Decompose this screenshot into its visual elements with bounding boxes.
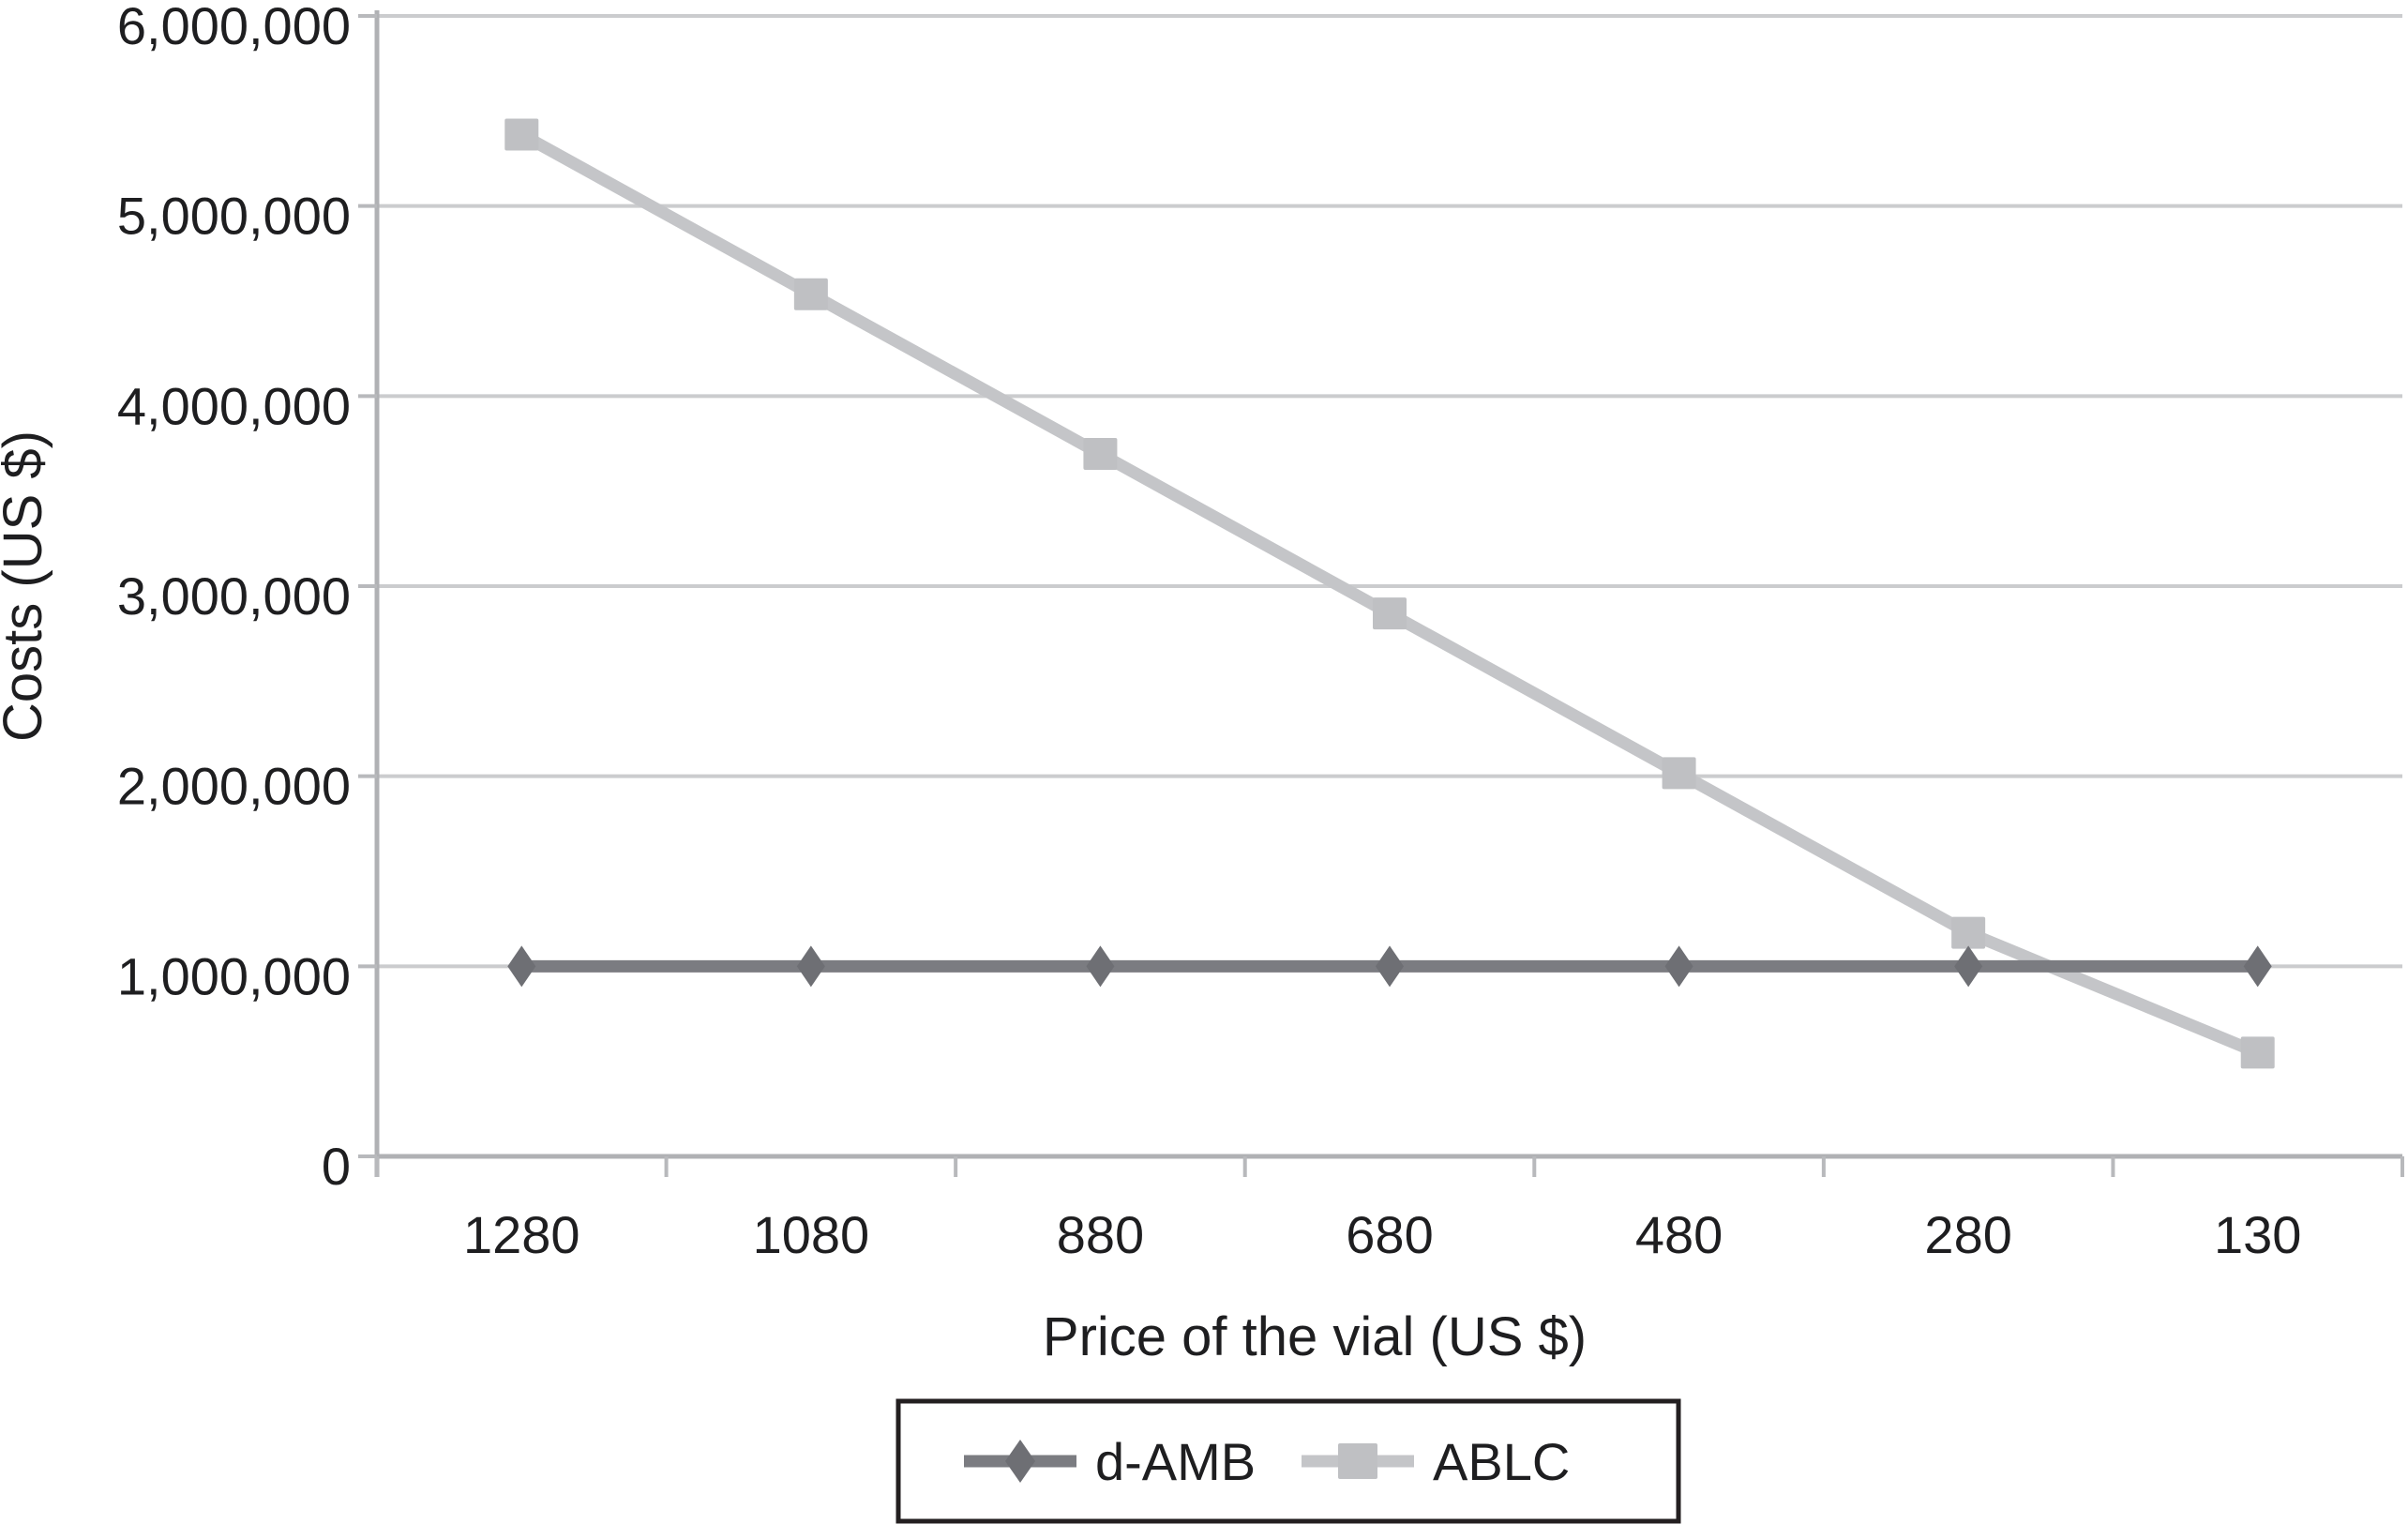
y-axis-title: Costs (US $): [0, 430, 53, 742]
marker-d-AMB: [1664, 945, 1693, 988]
marker-ABLC: [1373, 597, 1407, 630]
x-tick-label: 280: [1924, 1205, 2011, 1264]
x-axis-title: Price of the vial (US $): [1043, 1306, 1587, 1367]
marker-ABLC: [504, 118, 539, 151]
marker-ABLC: [1951, 916, 1986, 949]
y-tick-label: 5,000,000: [117, 187, 351, 246]
y-tick-label: 0: [322, 1137, 351, 1196]
x-tick-label: 680: [1346, 1205, 1433, 1264]
axis-tick-labels: 0 1,000,000 2,000,000 3,000,000 4,000,000 5,0…: [117, 0, 2302, 1264]
y-tick-label: 3,000,000: [117, 566, 351, 626]
marker-ABLC: [1662, 757, 1696, 790]
legend-marker-d-AMB: [1005, 1440, 1035, 1483]
x-tick-label: 1080: [753, 1205, 870, 1264]
y-tick-label: 6,000,000: [117, 0, 351, 55]
legend-marker-ABLC: [1338, 1443, 1377, 1479]
marker-ABLC: [1083, 437, 1118, 470]
axes: [358, 10, 2404, 1177]
marker-d-AMB: [2243, 945, 2272, 988]
x-tick-label: 130: [2214, 1205, 2301, 1264]
marker-d-AMB: [1954, 945, 1983, 988]
x-tick-label: 880: [1057, 1205, 1144, 1264]
y-tick-label: 1,000,000: [117, 946, 351, 1005]
x-tick-label: 1280: [463, 1205, 580, 1264]
marker-ABLC: [2240, 1036, 2275, 1069]
legend: d-AMB ABLC: [895, 1398, 1681, 1524]
series-line-ABLC: [519, 128, 2261, 1059]
marker-d-AMB: [507, 945, 536, 988]
legend-label-d-AMB: d-AMB: [1095, 1432, 1256, 1491]
y-tick-label: 2,000,000: [117, 757, 351, 816]
gridlines: [377, 14, 2402, 969]
marker-d-AMB: [1086, 945, 1115, 988]
series-plots: [504, 118, 2275, 1069]
marker-d-AMB: [796, 945, 825, 988]
legend-label-ABLC: ABLC: [1433, 1432, 1570, 1491]
x-tick-label: 480: [1635, 1205, 1723, 1264]
marker-ABLC: [793, 278, 828, 310]
y-tick-label: 4,000,000: [117, 376, 351, 435]
marker-d-AMB: [1376, 945, 1404, 988]
